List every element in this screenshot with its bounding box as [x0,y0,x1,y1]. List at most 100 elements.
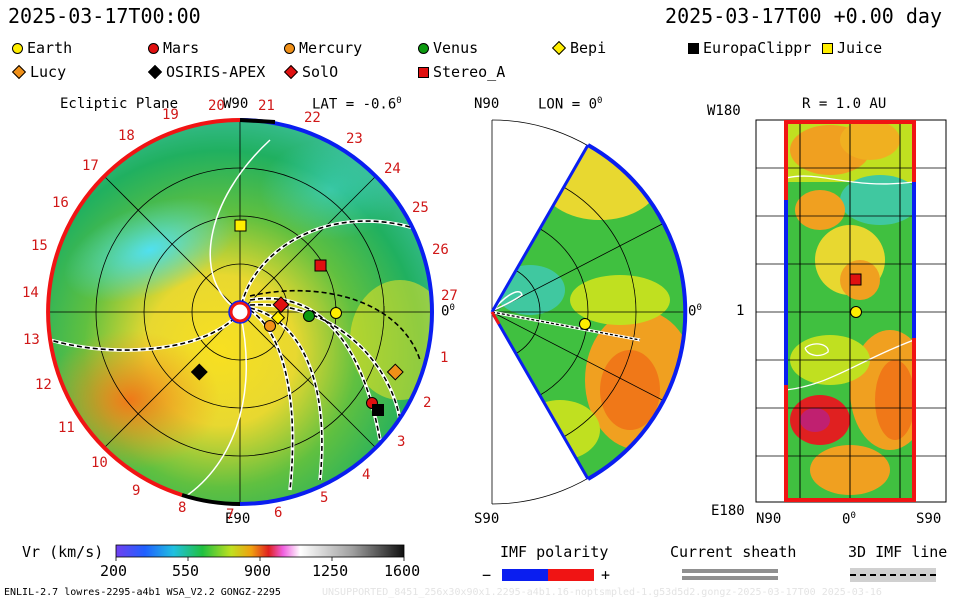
osiris-apex-marker [190,363,208,381]
bepi-marker [270,310,286,325]
current-sheath-label: Current sheath [670,543,797,561]
carr-11: 11 [58,420,75,436]
carr-15: 15 [31,238,48,254]
carr-10: 10 [91,455,108,471]
carr-5: 5 [320,490,329,506]
carr-14: 14 [22,285,39,301]
ecliptic-0-degree: 0 [449,303,455,313]
earth-marker [330,307,342,319]
imf-minus-label: − [482,566,492,584]
colorbar-tick-900: 900 [244,562,272,580]
mercury-marker [264,320,276,332]
juice-marker-icon [822,42,833,54]
carr-13: 13 [23,332,40,348]
map-title: R = 1.0 AU [802,96,887,112]
legend-juice: Juice [822,39,882,57]
carr-25: 25 [412,200,429,216]
map-1-label: 1 [736,303,745,319]
carr-7: 7 [226,507,235,523]
ecliptic-title: Ecliptic Plane [60,96,179,112]
legend-venus: Venus [418,39,478,57]
meridional-s90-label: S90 [474,511,500,527]
map-s90-label: S90 [916,511,942,527]
mercury-marker-icon [284,42,295,54]
legend-europaclipper: EuropaClippr [688,39,811,57]
carr-22: 22 [304,110,321,126]
map-0-degree: 0 [850,511,856,521]
carr-12: 12 [35,377,52,393]
legend-osiris-apex: OSIRIS-APEX [147,63,266,81]
mars-marker-icon [148,42,159,54]
legend-solo-label: SolO [302,63,339,81]
current-sheath-swatch [682,567,778,583]
carr-21: 21 [258,98,275,114]
colorbar-tick-200: 200 [100,562,128,580]
legend-lucy-label: Lucy [30,63,67,81]
carr-9: 9 [132,483,141,499]
ecliptic-0-value: 0 [441,303,450,320]
carr-24: 24 [384,161,401,177]
stereo-a-marker-icon [418,66,429,78]
imf-plus-label: + [601,566,611,584]
ecliptic-lat-label: LAT = -0.60 [312,96,402,113]
colorbar-tick-1600: 1600 [384,562,421,580]
legend-lucy: Lucy [11,63,67,81]
header-right-time: 2025-03-17T00 +0.00 day [665,4,942,28]
carr-20: 20 [208,98,225,114]
carr-17: 17 [82,158,99,174]
ecliptic-w90-label: W90 [223,96,249,112]
meridional-0-value: 0 [688,303,697,320]
velocity-colorbar [115,544,405,561]
footer-run-id: UNSUPPORTED_8451_256x30x90x1.2295-a4b1.1… [322,587,882,598]
carr-2: 2 [423,395,432,411]
carr-1: 1 [440,350,449,366]
meridional-n90-label: N90 [474,96,500,112]
lucy-marker [386,363,404,381]
earth-map-marker [850,306,862,318]
legend-earth: Earth [12,39,72,57]
meridional-0-degree: 0 [696,303,702,313]
carr-23: 23 [346,131,363,147]
meridional-lon-degree: 0 [597,96,603,106]
ecliptic-lat-value: LAT = -0.6 [312,96,397,113]
carr-27: 27 [441,288,458,304]
ecliptic-e90-label: E90 [225,511,251,527]
colorbar-label: Vr (km/s) [22,543,104,561]
carr-26: 26 [432,242,449,258]
imf-3d-line-swatch [850,568,936,582]
map-n90-label: N90 [756,511,782,527]
venus-marker-icon [418,42,429,54]
earth-marker-icon [12,42,23,54]
ecliptic-lat-degree: 0 [396,96,402,106]
footer-model-info: ENLIL-2.7 lowres-2295-a4b1 WSA_V2.2 GONG… [4,587,281,598]
legend-earth-label: Earth [27,39,73,57]
carr-18: 18 [118,128,135,144]
carr-6: 6 [274,505,283,521]
header-left-time: 2025-03-17T00:00 [8,4,201,28]
legend-bepi-label: Bepi [570,39,607,57]
imf-polarity-bar [502,569,594,581]
meridional-0-label: 00 [688,303,702,320]
legend-venus-label: Venus [433,39,479,57]
stereo-a-marker [314,259,327,272]
map-w180-label: W180 [707,103,741,119]
legend-mercury-label: Mercury [299,39,363,57]
carr-3: 3 [397,434,406,450]
legend-solo: SolO [283,63,339,81]
europaclipper-marker [372,404,384,416]
legend-osiris-apex-label: OSIRIS-APEX [166,63,266,81]
legend-bepi: Bepi [551,39,607,57]
carr-19: 19 [162,107,179,123]
legend-europaclipper-label: EuropaClippr [703,39,812,57]
legend-stereo-a: Stereo_A [418,63,505,81]
imf-polarity-label: IMF polarity [500,543,609,561]
carr-4: 4 [362,467,371,483]
carr-8: 8 [178,500,187,516]
colorbar-tick-1250: 1250 [312,562,349,580]
ecliptic-plane-plot [46,118,434,506]
map-0-value: 0 [842,511,851,528]
legend-mercury: Mercury [284,39,362,57]
imf-3d-line-label: 3D IMF line [848,543,948,561]
map-e180-label: E180 [711,503,745,519]
